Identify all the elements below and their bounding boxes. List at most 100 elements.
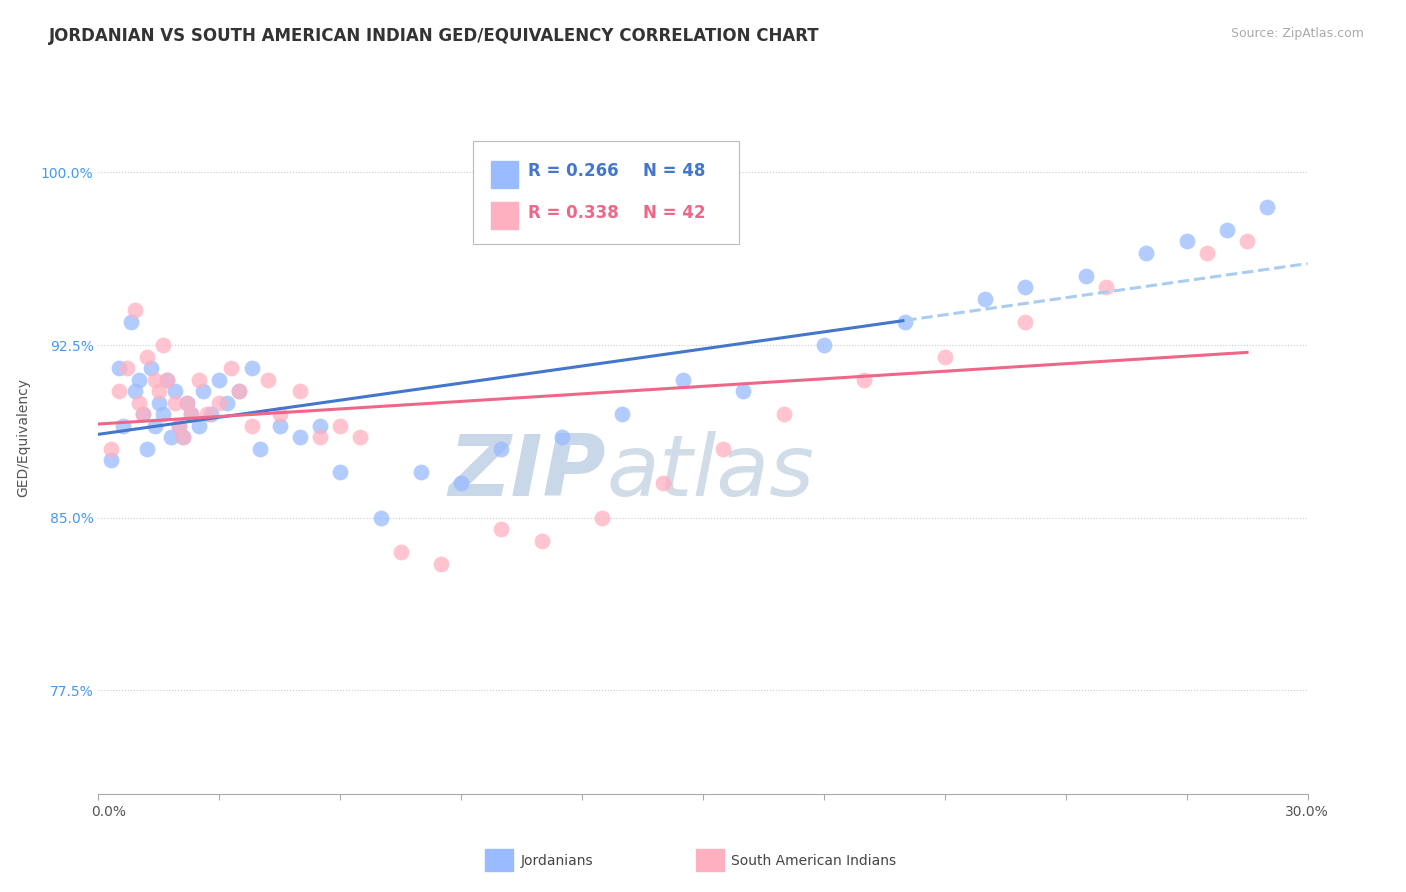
Point	[1074, 268, 1097, 283]
Point	[193, 384, 215, 398]
Point	[100, 442, 122, 456]
Point	[124, 384, 146, 398]
Y-axis label: GED/Equivalency: GED/Equivalency	[15, 377, 30, 497]
Text: 0.0%: 0.0%	[91, 805, 127, 819]
Point	[180, 407, 202, 421]
Point	[188, 372, 211, 386]
Point	[370, 510, 392, 524]
Point	[115, 361, 138, 376]
Point	[100, 453, 122, 467]
Point	[1195, 246, 1218, 260]
Point	[172, 430, 194, 444]
Point	[124, 303, 146, 318]
Point	[450, 476, 472, 491]
Point	[349, 430, 371, 444]
Point	[240, 361, 263, 376]
Point	[530, 533, 553, 548]
Point	[256, 372, 278, 386]
Point	[813, 338, 835, 352]
Point	[934, 350, 956, 364]
Point	[195, 407, 218, 421]
Point	[1095, 280, 1118, 294]
Text: N = 48: N = 48	[643, 162, 704, 180]
Point	[551, 430, 574, 444]
Point	[491, 442, 513, 456]
Point	[491, 522, 513, 536]
Point	[208, 395, 231, 409]
Point	[176, 395, 198, 409]
Point	[152, 407, 174, 421]
Point	[309, 430, 332, 444]
Point	[772, 407, 794, 421]
Point	[135, 350, 157, 364]
Point	[853, 372, 876, 386]
Text: R = 0.338: R = 0.338	[527, 204, 619, 222]
Point	[672, 372, 695, 386]
Point	[591, 510, 613, 524]
Point	[180, 407, 202, 421]
Point	[152, 338, 174, 352]
Point	[217, 395, 239, 409]
Point	[139, 361, 162, 376]
Point	[612, 407, 634, 421]
Point	[893, 315, 915, 329]
Point	[288, 430, 311, 444]
Text: JORDANIAN VS SOUTH AMERICAN INDIAN GED/EQUIVALENCY CORRELATION CHART: JORDANIAN VS SOUTH AMERICAN INDIAN GED/E…	[49, 27, 820, 45]
Point	[269, 418, 291, 433]
Point	[132, 407, 155, 421]
Point	[143, 372, 166, 386]
Point	[228, 384, 250, 398]
Point	[107, 361, 129, 376]
Point	[135, 442, 157, 456]
Point	[107, 384, 129, 398]
Point	[200, 407, 222, 421]
Point	[249, 442, 271, 456]
Point	[156, 372, 179, 386]
Point	[288, 384, 311, 398]
Point	[1175, 235, 1198, 249]
Text: R = 0.266: R = 0.266	[527, 162, 619, 180]
Bar	[492, 202, 517, 229]
Point	[389, 545, 412, 559]
Point	[163, 384, 186, 398]
Point	[1236, 235, 1258, 249]
Point	[974, 292, 997, 306]
Point	[128, 372, 150, 386]
Point	[711, 442, 734, 456]
Point	[208, 372, 231, 386]
Text: ZIP: ZIP	[449, 431, 606, 515]
Point	[111, 418, 134, 433]
Text: atlas: atlas	[606, 431, 814, 515]
Point	[132, 407, 155, 421]
Point	[309, 418, 332, 433]
Text: Source: ZipAtlas.com: Source: ZipAtlas.com	[1230, 27, 1364, 40]
Point	[148, 395, 170, 409]
Point	[240, 418, 263, 433]
Point	[733, 384, 755, 398]
Point	[651, 476, 673, 491]
Point	[167, 418, 190, 433]
Point	[1014, 315, 1036, 329]
Point	[143, 418, 166, 433]
Text: South American Indians: South American Indians	[731, 854, 896, 868]
Point	[329, 465, 352, 479]
Text: N = 42: N = 42	[643, 204, 704, 222]
Point	[1256, 200, 1278, 214]
Point	[1135, 246, 1157, 260]
Point	[148, 384, 170, 398]
Point	[120, 315, 142, 329]
Point	[329, 418, 352, 433]
Point	[221, 361, 243, 376]
Point	[188, 418, 211, 433]
Point	[176, 395, 198, 409]
Bar	[492, 161, 517, 188]
Point	[430, 557, 453, 571]
Point	[228, 384, 250, 398]
Point	[156, 372, 179, 386]
Point	[269, 407, 291, 421]
Point	[167, 418, 190, 433]
Point	[160, 430, 183, 444]
Text: Jordanians: Jordanians	[520, 854, 593, 868]
Point	[163, 395, 186, 409]
Text: 30.0%: 30.0%	[1285, 805, 1329, 819]
